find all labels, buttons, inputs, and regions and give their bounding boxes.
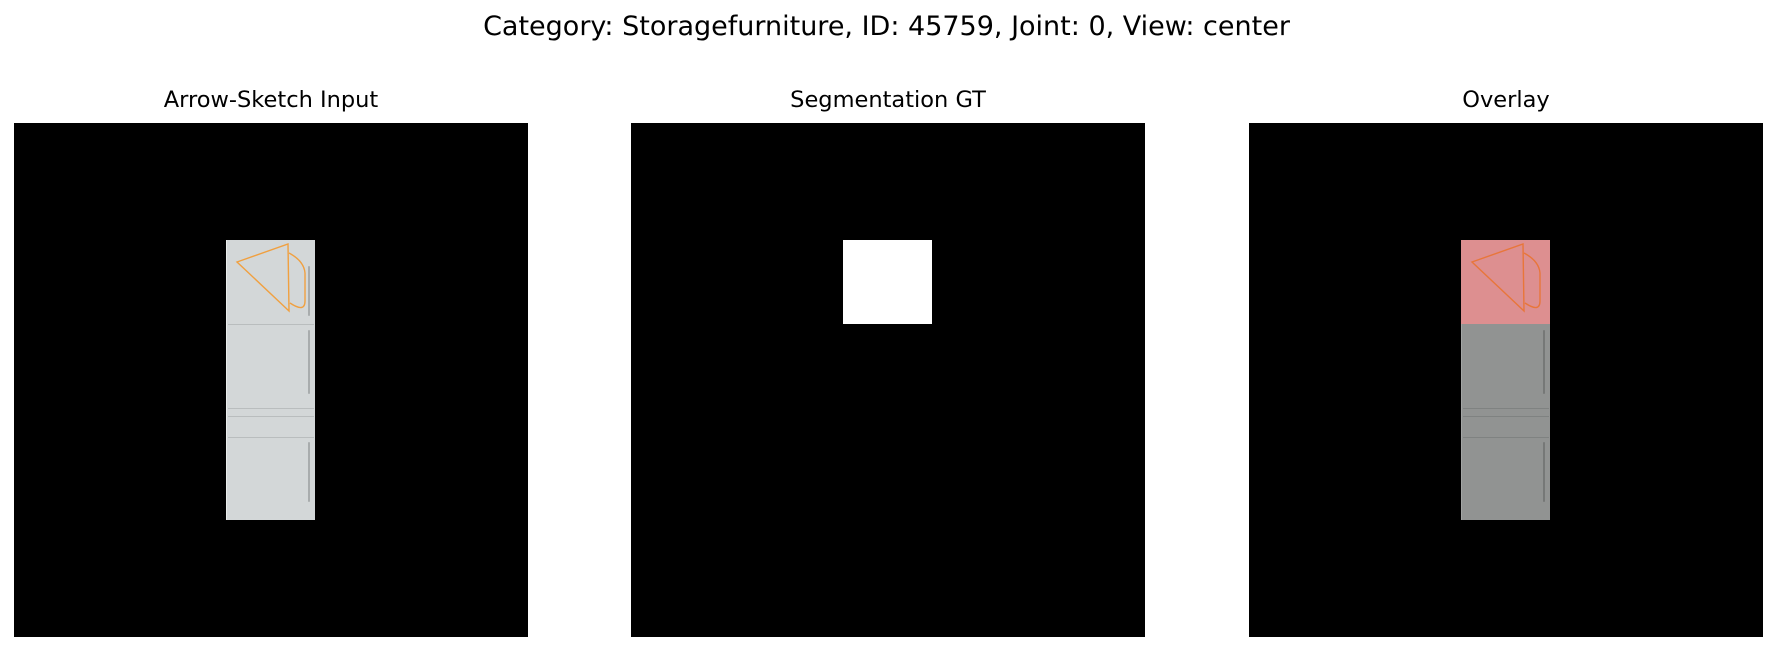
arrow-sketch-triangle bbox=[235, 243, 290, 313]
top-door-handle bbox=[308, 266, 310, 316]
upper-door-seam bbox=[228, 324, 314, 325]
freezer-seam bbox=[1463, 416, 1549, 417]
refrigerator-render-dimmed bbox=[1461, 240, 1550, 520]
fridge-left-edge bbox=[226, 240, 227, 520]
segmentation-gt-image bbox=[631, 123, 1145, 637]
arrow-sketch-input-image bbox=[14, 123, 528, 637]
fridge-left-edge bbox=[1461, 324, 1462, 520]
arrow-sketch-arc bbox=[288, 252, 306, 309]
highlighted-door-region bbox=[1461, 240, 1550, 324]
middle-door-handle bbox=[1543, 330, 1545, 394]
freezer-lower-seam bbox=[228, 437, 314, 438]
refrigerator-render bbox=[226, 240, 315, 520]
figure-title: Category: Storagefurniture, ID: 45759, J… bbox=[483, 11, 1290, 42]
middle-door-handle bbox=[308, 330, 310, 394]
segmentation-mask bbox=[843, 240, 932, 324]
middle-seam bbox=[1463, 408, 1549, 409]
freezer-seam bbox=[228, 416, 314, 417]
arrow-sketch-overlay bbox=[235, 243, 306, 313]
panel-title-overlay: Overlay bbox=[1462, 87, 1550, 113]
bottom-door-handle bbox=[308, 442, 310, 502]
panel-title-arrow-sketch-input: Arrow-Sketch Input bbox=[163, 87, 379, 113]
overlay-image bbox=[1249, 123, 1763, 637]
arrow-sketch-triangle bbox=[1470, 243, 1525, 313]
middle-seam bbox=[228, 408, 314, 409]
arrow-sketch-overlay bbox=[1470, 243, 1541, 313]
arrow-sketch-arc bbox=[1523, 252, 1541, 309]
freezer-lower-seam bbox=[1463, 437, 1549, 438]
panel-title-segmentation-gt: Segmentation GT bbox=[790, 87, 986, 113]
bottom-door-handle bbox=[1543, 442, 1545, 502]
